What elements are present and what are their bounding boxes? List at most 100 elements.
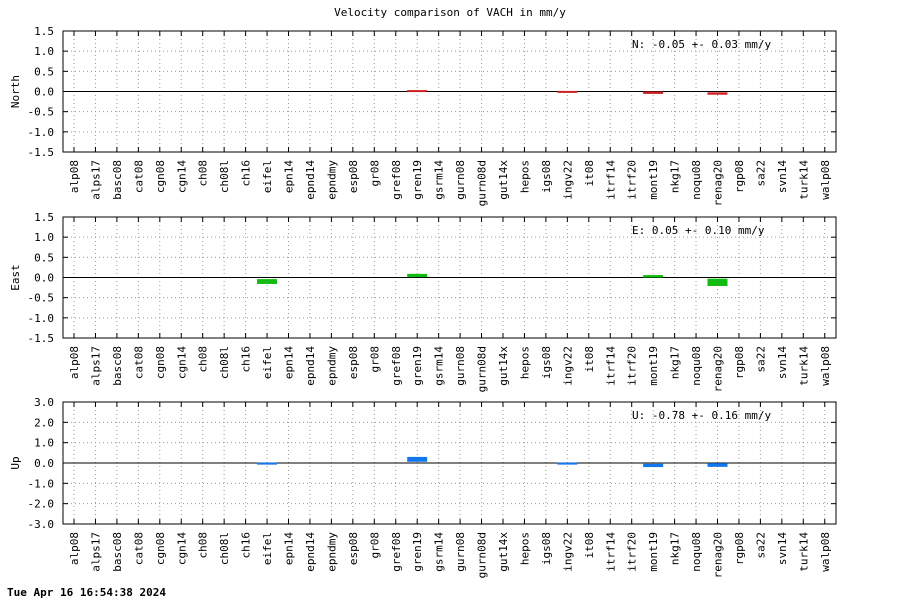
north-xtick-label: alp08	[68, 160, 81, 193]
east-xtick-label: gurn08d	[476, 346, 489, 392]
up-xtick-label: sa22	[754, 532, 767, 559]
north-xtick-label: turk14	[797, 160, 810, 200]
up-xtick-label: gr08	[368, 532, 381, 559]
east-xtick-label: gut14x	[497, 346, 510, 386]
up-xtick-label: alps17	[89, 532, 102, 572]
up-xtick-label: epnd14	[304, 532, 317, 572]
east-xtick-label: cgn14	[175, 346, 188, 379]
up-xtick-label: epndmy	[325, 532, 338, 572]
north-ytick-label: 1.5	[34, 25, 54, 38]
up-ylabel: Up	[9, 456, 22, 469]
up-xtick-label: itrf14	[604, 532, 617, 572]
north-xtick-label: esp08	[347, 160, 360, 193]
north-ytick-label: -1.0	[28, 126, 55, 139]
north-xtick-label: basc08	[111, 160, 124, 200]
north-xtick-label: gurn08	[454, 160, 467, 200]
east-xtick-label: rgp08	[733, 346, 746, 379]
north-annotation: N: -0.05 +- 0.03 mm/y	[632, 38, 771, 51]
east-xtick-label: gref08	[390, 346, 403, 386]
north-xtick-label: gut14x	[497, 160, 510, 200]
up-xtick-label: noqu08	[690, 532, 703, 572]
east-xtick-label: epndmy	[325, 346, 338, 386]
north-bar-ingv22	[557, 90, 578, 93]
north-xtick-label: cgn08	[154, 160, 167, 193]
east-ytick-label: 0.0	[34, 272, 54, 285]
north-xtick-label: noqu08	[690, 160, 703, 200]
up-xtick-label: alp08	[68, 532, 81, 565]
up-xtick-label: gurn08	[454, 532, 467, 572]
east-xtick-label: noqu08	[690, 346, 703, 386]
east-xtick-label: igs08	[540, 346, 553, 379]
east-xtick-label: it08	[583, 346, 596, 373]
chart-title: Velocity comparison of VACH in mm/y	[334, 6, 566, 19]
north-xtick-label: itrf20	[626, 160, 639, 200]
east-ytick-label: 1.0	[34, 231, 54, 244]
up-xtick-label: esp08	[347, 532, 360, 565]
north-xtick-label: ch08	[197, 160, 210, 187]
north-xtick-label: ch08l	[218, 160, 231, 193]
east-xtick-label: ingv22	[561, 346, 574, 386]
north-ytick-label: 0.0	[34, 86, 54, 99]
east-xtick-label: svn14	[776, 346, 789, 379]
east-ytick-label: 0.5	[34, 251, 54, 264]
east-ytick-label: -0.5	[28, 292, 55, 305]
up-xtick-label: cat08	[132, 532, 145, 565]
east-ytick-label: 1.5	[34, 211, 54, 224]
up-bar-eifel	[257, 462, 278, 465]
north-xtick-label: it08	[583, 160, 596, 187]
east-xtick-label: esp08	[347, 346, 360, 379]
north-bar-mont19	[643, 91, 664, 94]
north-xtick-label: gref08	[390, 160, 403, 200]
north-xtick-label: ingv22	[561, 160, 574, 200]
up-xtick-label: epn14	[283, 532, 296, 565]
east-ytick-label: -1.5	[28, 332, 55, 345]
up-xtick-label: itrf20	[626, 532, 639, 572]
east-xtick-label: epn14	[283, 346, 296, 379]
up-xtick-label: basc08	[111, 532, 124, 572]
up-xtick-label: gurn08d	[476, 532, 489, 578]
north-xtick-label: itrf14	[604, 160, 617, 200]
east-xtick-label: gsrm14	[433, 346, 446, 386]
east-xtick-label: ch16	[240, 346, 253, 373]
east-xtick-label: alp08	[68, 346, 81, 379]
up-xtick-label: it08	[583, 532, 596, 559]
east-xtick-label: gren19	[411, 346, 424, 386]
up-xtick-label: gren19	[411, 532, 424, 572]
up-xtick-label: turk14	[797, 532, 810, 572]
north-xtick-label: epnd14	[304, 160, 317, 200]
north-bar-renag20	[707, 92, 728, 95]
east-ylabel: East	[9, 264, 22, 291]
up-annotation: U: -0.78 +- 0.16 mm/y	[632, 409, 771, 422]
east-xtick-label: ch08	[197, 346, 210, 373]
north-xtick-label: igs08	[540, 160, 553, 193]
east-plot-frame	[62, 216, 837, 339]
up-xtick-label: rgp08	[733, 532, 746, 565]
up-ytick-label: -2.0	[28, 498, 55, 511]
up-xtick-label: gref08	[390, 532, 403, 572]
north-xtick-label: gr08	[368, 160, 381, 187]
east-xtick-label: cat08	[132, 346, 145, 379]
up-xtick-label: nkg17	[669, 532, 682, 565]
east-xtick-label: hepos	[518, 346, 531, 379]
up-ytick-label: 3.0	[34, 396, 54, 409]
north-xtick-label: hepos	[518, 160, 531, 193]
east-xtick-label: nkg17	[669, 346, 682, 379]
east-bar-renag20	[707, 278, 728, 286]
up-bar-mont19	[643, 463, 664, 468]
up-xtick-label: hepos	[518, 532, 531, 565]
east-bar-mont19	[643, 275, 664, 278]
up-xtick-label: cgn14	[175, 532, 188, 565]
east-bar-eifel	[257, 279, 278, 284]
up-xtick-label: igs08	[540, 532, 553, 565]
up-ytick-label: 0.0	[34, 457, 54, 470]
east-xtick-label: renag20	[712, 346, 725, 392]
north-xtick-label: svn14	[776, 160, 789, 193]
north-ytick-label: -1.5	[28, 146, 55, 159]
up-ytick-label: 2.0	[34, 416, 54, 429]
north-xtick-label: renag20	[712, 160, 725, 206]
north-xtick-label: epn14	[283, 160, 296, 193]
north-bar-gren19	[407, 90, 428, 93]
east-xtick-label: gr08	[368, 346, 381, 373]
